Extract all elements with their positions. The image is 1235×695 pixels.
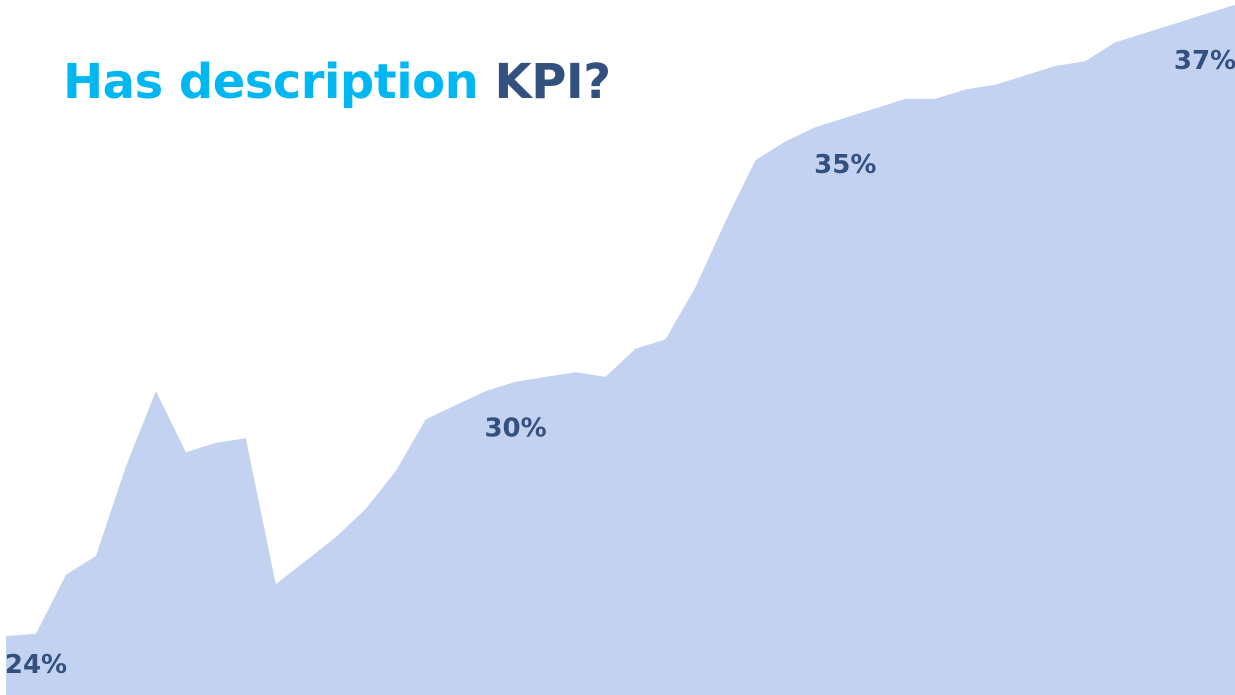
data-label: 30% <box>484 414 546 444</box>
chart-title-primary: Has description <box>63 54 495 110</box>
data-label: 24% <box>5 650 67 680</box>
area-series <box>6 4 1235 695</box>
data-label: 37% <box>1174 46 1235 76</box>
data-label: 35% <box>814 150 876 180</box>
data-labels: 24% 30% 35% 37% <box>5 46 1235 680</box>
chart-title: Has description KPI? <box>63 56 611 109</box>
chart-title-secondary: KPI? <box>494 54 612 110</box>
